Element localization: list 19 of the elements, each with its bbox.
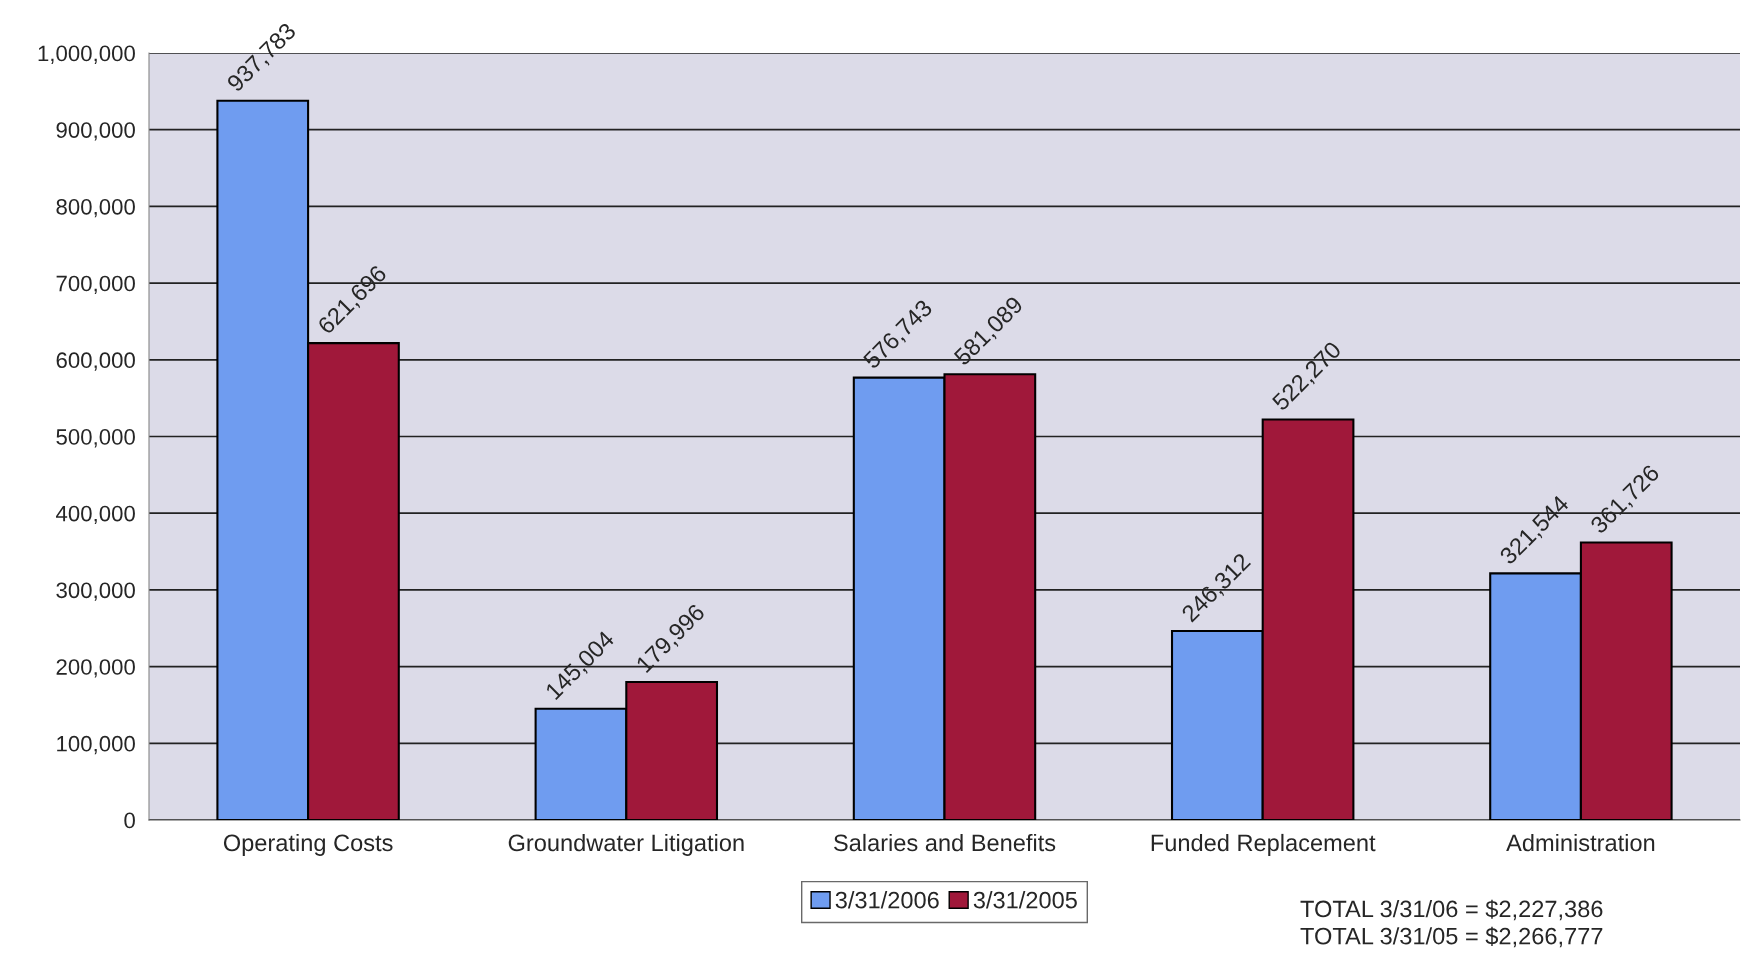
y-tick-label: 900,000: [56, 122, 135, 141]
legend-label: 3/31/2005: [973, 891, 1077, 909]
legend-label: 3/31/2006: [835, 891, 939, 909]
x-tick-label: Salaries and Benefits: [834, 833, 1056, 852]
y-tick-label: 400,000: [56, 505, 135, 525]
x-tick-label: Groundwater Litigation: [508, 833, 744, 856]
x-tick-label: Operating Costs: [223, 833, 393, 856]
text: TOTAL 3/31/06 = $2,227,386 TOTAL 3/31/05 = $2,266,777: [1300, 899, 1603, 948]
y-tick-label: 800,000: [56, 198, 135, 218]
y-tick-label: 600,000: [56, 352, 135, 371]
y-tick-label: 1,000,000: [38, 45, 135, 64]
y-tick-label: 300,000: [56, 582, 135, 601]
x-tick-label: Administration: [1506, 833, 1655, 852]
y-tick-label: 700,000: [56, 275, 135, 294]
y-tick-label: 200,000: [56, 659, 135, 678]
y-tick-label: 0: [124, 812, 135, 829]
y-tick-label: 500,000: [56, 429, 135, 448]
x-tick-label: Funded Replacement: [1151, 833, 1376, 856]
y-tick-label: 100,000: [57, 735, 135, 755]
